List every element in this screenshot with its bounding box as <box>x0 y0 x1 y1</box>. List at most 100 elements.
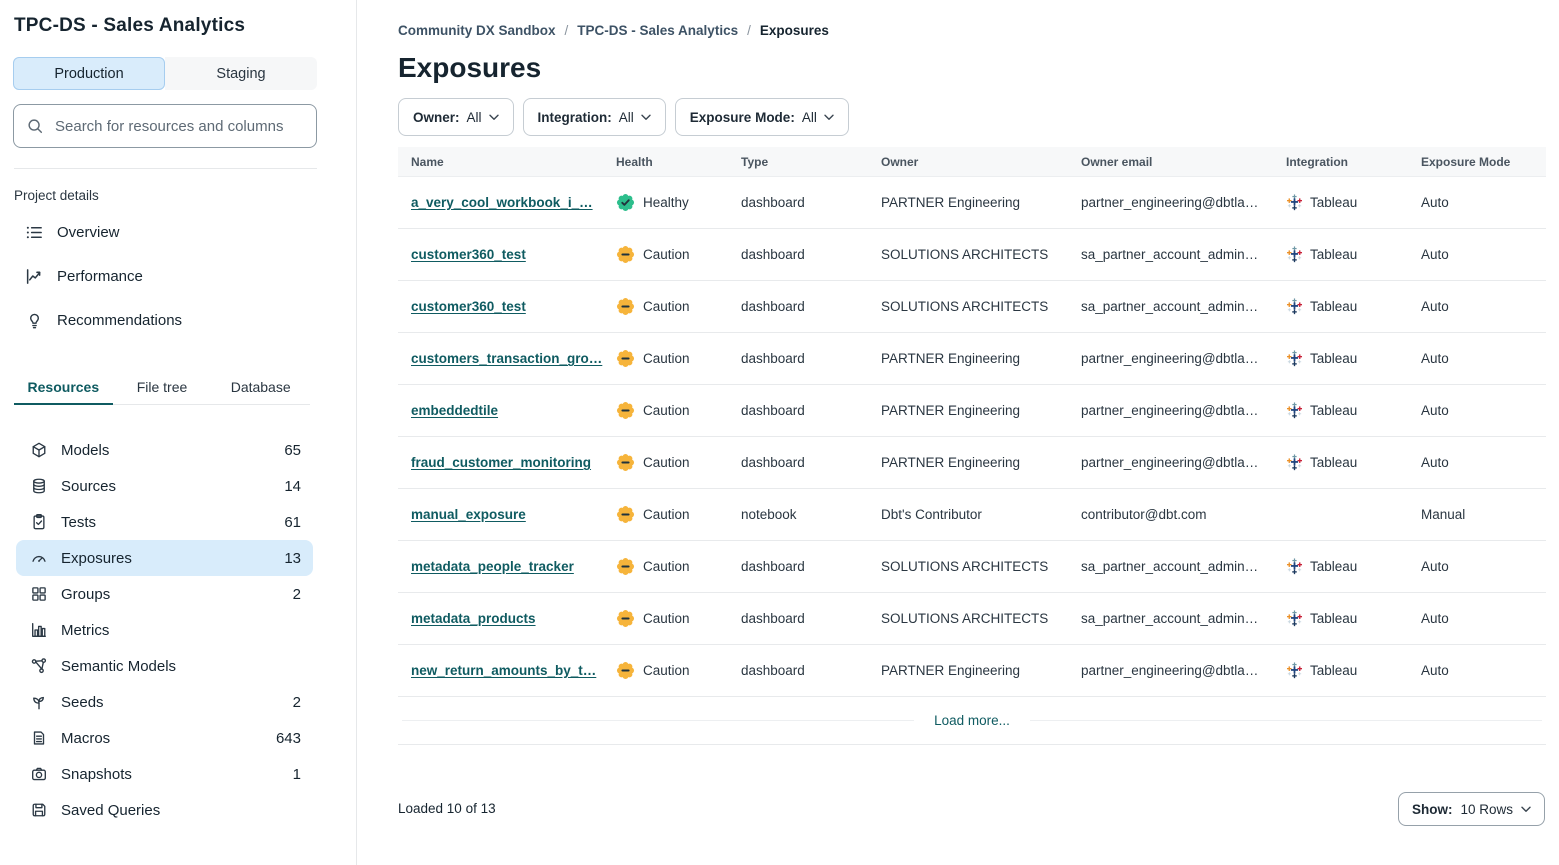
table-row: embeddedtile Caution dashboard PARTNER Engi… <box>398 385 1546 437</box>
project-nav: Overview Performance Recommendations <box>14 210 314 342</box>
integration-filter-dropdown[interactable]: Integration: All <box>522 98 666 136</box>
filter-label: Exposure Mode: <box>689 109 795 125</box>
macros-file-icon <box>30 729 48 747</box>
sidebar-item-label: Metrics <box>61 621 110 639</box>
cell-exposure-mode: Auto <box>1421 455 1449 470</box>
health-status-label: Caution <box>643 299 690 314</box>
exposure-name-link[interactable]: fraud_customer_monitoring <box>411 455 592 470</box>
filter-value: All <box>466 109 482 125</box>
breadcrumb: Community DX Sandbox / TPC-DS - Sales An… <box>398 23 829 38</box>
exposure-name-link[interactable]: manual_exposure <box>411 507 526 522</box>
tableau-icon <box>1286 610 1303 627</box>
tableau-icon <box>1286 246 1303 263</box>
caution-badge-icon <box>616 297 635 316</box>
caution-badge-icon <box>616 609 635 628</box>
tab-database[interactable]: Database <box>230 378 291 395</box>
tableau-icon <box>1286 662 1303 679</box>
sidebar-item-label: Semantic Models <box>61 657 177 675</box>
resource-count: 14 <box>284 477 301 495</box>
integration-label: Tableau <box>1310 403 1358 418</box>
cell-owner: PARTNER Engineering <box>881 455 1021 470</box>
cell-type: dashboard <box>741 455 805 470</box>
environment-toggle: Production Staging <box>13 57 317 90</box>
tab-resources[interactable]: Resources <box>14 369 113 405</box>
table-row: customer360_test Caution dashboard SOLUTION… <box>398 229 1546 281</box>
breadcrumb-link-account[interactable]: Community DX Sandbox <box>398 23 556 38</box>
exposure-name-link[interactable]: customers_transaction_gro… <box>411 351 603 366</box>
exposure-name-link[interactable]: a_very_cool_workbook_i_… <box>411 195 593 210</box>
resource-count: 65 <box>284 441 301 459</box>
caution-badge-icon <box>616 661 635 680</box>
exposure-name-link[interactable]: customer360_test <box>411 299 526 314</box>
exposures-table: Name Health Type Owner Owner email Integratio… <box>398 147 1546 745</box>
health-status-label: Caution <box>643 455 690 470</box>
nav-item-overview[interactable]: Overview <box>14 210 314 254</box>
nav-item-recommendations[interactable]: Recommendations <box>14 298 314 342</box>
cell-integration: Tableau <box>1286 610 1421 627</box>
search-box[interactable] <box>13 104 317 148</box>
snapshots-camera-icon <box>30 765 48 783</box>
cell-type: dashboard <box>741 611 805 626</box>
table-row: manual_exposure Caution notebook Dbt's Cont… <box>398 489 1546 541</box>
sidebar-item-models[interactable]: Models 65 <box>16 432 313 468</box>
sidebar-item-label: Tests <box>61 513 97 531</box>
exposure-mode-filter-dropdown[interactable]: Exposure Mode: All <box>674 98 849 136</box>
sidebar-item-macros[interactable]: Macros 643 <box>16 720 313 756</box>
resource-count: 13 <box>284 549 301 567</box>
health-status-label: Caution <box>643 247 690 262</box>
exposure-name-link[interactable]: metadata_products <box>411 611 536 626</box>
breadcrumb-current: Exposures <box>759 23 829 38</box>
environment-tab-production[interactable]: Production <box>13 57 165 90</box>
tab-file-tree[interactable]: File tree <box>136 378 188 395</box>
cell-exposure-mode: Auto <box>1421 195 1449 210</box>
sidebar-item-semantic-models[interactable]: Semantic Models <box>16 648 313 684</box>
column-header-exposure-mode: Exposure Mode <box>1421 154 1511 169</box>
column-header-type: Type <box>741 154 769 169</box>
filter-label: Integration: <box>537 109 612 125</box>
filter-bar: Owner: All Integration: All Exposure Mod… <box>398 98 849 136</box>
saved-queries-disk-icon <box>30 801 48 819</box>
nav-item-performance[interactable]: Performance <box>14 254 314 298</box>
integration-label: Tableau <box>1310 351 1358 366</box>
table-row: a_very_cool_workbook_i_… Healthy dashboard… <box>398 177 1546 229</box>
tableau-icon <box>1286 350 1303 367</box>
filter-value: All <box>618 109 634 125</box>
cell-type: dashboard <box>741 351 805 366</box>
breadcrumb-link-project[interactable]: TPC-DS - Sales Analytics <box>577 23 739 38</box>
exposure-name-link[interactable]: customer360_test <box>411 247 526 262</box>
owner-filter-dropdown[interactable]: Owner: All <box>398 98 514 136</box>
show-rows-dropdown[interactable]: Show: 10 Rows <box>1397 792 1545 826</box>
tableau-icon <box>1286 194 1303 211</box>
cell-owner-email: contributor@dbt.com <box>1081 507 1207 522</box>
column-header-owner-email: Owner email <box>1081 154 1153 169</box>
load-more-link[interactable]: Load more... <box>934 713 1010 728</box>
seeds-sprout-icon <box>30 693 48 711</box>
health-status-label: Caution <box>643 663 690 678</box>
tests-clipboard-icon <box>30 513 48 531</box>
sidebar-item-metrics[interactable]: Metrics <box>16 612 313 648</box>
filter-label: Owner: <box>413 109 460 125</box>
sidebar-item-groups[interactable]: Groups 2 <box>16 576 313 612</box>
sidebar-item-exposures[interactable]: Exposures 13 <box>16 540 313 576</box>
sidebar-item-tests[interactable]: Tests 61 <box>16 504 313 540</box>
exposure-name-link[interactable]: metadata_people_tracker <box>411 559 574 574</box>
healthy-badge-icon <box>616 193 635 212</box>
resource-count: 1 <box>292 765 301 783</box>
table-row: new_return_amounts_by_t… Caution dashboard… <box>398 645 1546 697</box>
nav-item-label: Performance <box>57 267 143 285</box>
cell-owner: Dbt's Contributor <box>881 507 982 522</box>
show-value: 10 Rows <box>1460 801 1513 817</box>
search-input[interactable] <box>53 116 304 136</box>
exposure-name-link[interactable]: embeddedtile <box>411 403 499 418</box>
resource-count: 643 <box>275 729 301 747</box>
cell-integration: Tableau <box>1286 402 1421 419</box>
cell-owner: SOLUTIONS ARCHITECTS <box>881 299 1049 314</box>
sidebar-item-snapshots[interactable]: Snapshots 1 <box>16 756 313 792</box>
sidebar-item-label: Macros <box>61 729 111 747</box>
sidebar-item-seeds[interactable]: Seeds 2 <box>16 684 313 720</box>
sidebar-item-sources[interactable]: Sources 14 <box>16 468 313 504</box>
cell-type: dashboard <box>741 299 805 314</box>
environment-tab-staging[interactable]: Staging <box>165 57 317 90</box>
sidebar-item-saved-queries[interactable]: Saved Queries <box>16 792 313 828</box>
exposure-name-link[interactable]: new_return_amounts_by_t… <box>411 663 597 678</box>
